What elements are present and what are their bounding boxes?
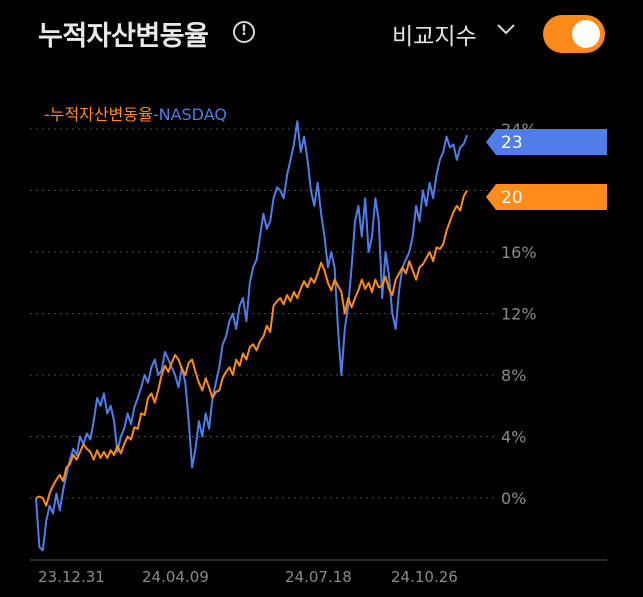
y-tick-label: 0% [501, 489, 526, 508]
nasdaq-end-label-bg [486, 129, 607, 155]
y-tick-label: 12% [501, 305, 537, 324]
x-tick-label: 24.10.26 [391, 568, 458, 586]
portfolio-series-line [35, 190, 468, 507]
portfolio-end-label: 20 [501, 188, 523, 208]
compare-index-dropdown-label[interactable]: 비교지수 [392, 24, 477, 50]
legend-portfolio: -누적자산변동율 [44, 105, 153, 124]
chart-header: 누적자산변동율 ! 비교지수 [0, 0, 643, 70]
x-tick-label: 24.07.18 [285, 568, 352, 586]
compare-toggle[interactable] [543, 15, 605, 53]
page-title: 누적자산변동율 [38, 21, 209, 52]
info-circle-icon[interactable]: ! [233, 21, 255, 43]
x-tick-label: 24.04.09 [142, 568, 209, 586]
y-tick-label: 4% [501, 428, 526, 447]
x-tick-label: 23.12.31 [38, 568, 105, 586]
legend-nasdaq: -NASDAQ [152, 105, 227, 124]
y-tick-label: 8% [501, 366, 526, 385]
chevron-down-icon[interactable] [496, 22, 516, 36]
y-tick-label: 16% [501, 243, 537, 262]
portfolio-end-label-bg [486, 184, 607, 210]
chart-legend: -누적자산변동율-NASDAQ [44, 101, 227, 125]
nasdaq-series-line [35, 120, 468, 552]
nasdaq-end-label: 23 [501, 133, 523, 153]
toggle-knob [572, 20, 600, 48]
